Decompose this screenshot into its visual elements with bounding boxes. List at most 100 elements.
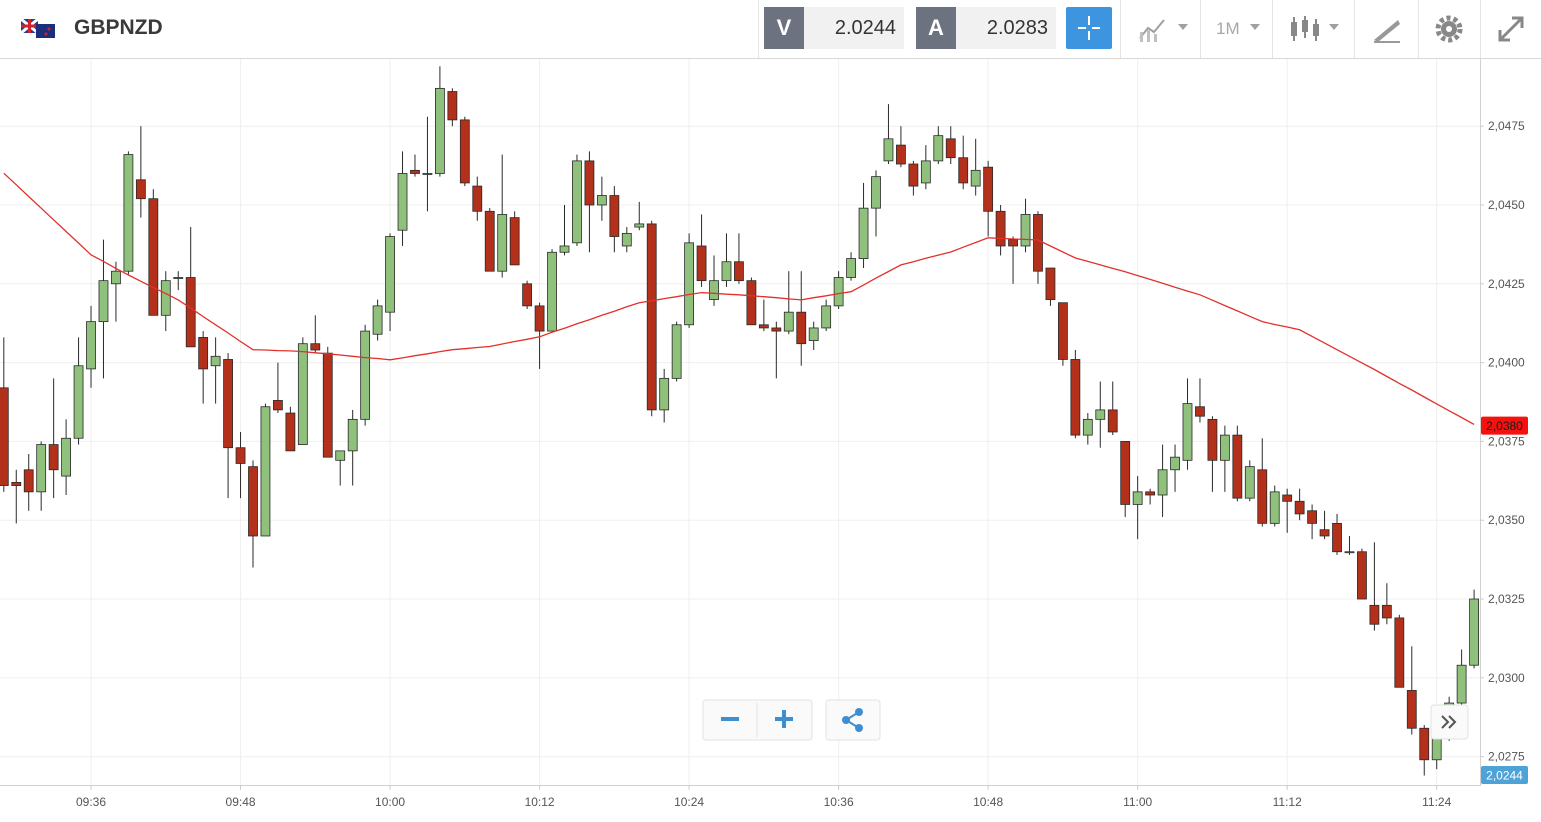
flag-cross bbox=[21, 19, 38, 33]
candle-body bbox=[945, 138, 956, 159]
fullscreen-button[interactable] bbox=[1494, 12, 1528, 46]
chart-type-button[interactable] bbox=[1130, 12, 1200, 46]
x-tick-label: 10:12 bbox=[525, 795, 555, 809]
caret bbox=[1329, 24, 1339, 30]
ask-price[interactable]: 2.0283 bbox=[956, 7, 1056, 49]
candle-body bbox=[198, 336, 209, 370]
candle-body bbox=[721, 261, 732, 282]
icon bbox=[1304, 16, 1306, 38]
x-tick-label: 10:24 bbox=[674, 795, 704, 809]
bid-label[interactable]: V bbox=[764, 7, 804, 49]
candle-body bbox=[1357, 551, 1367, 600]
candle-body bbox=[709, 280, 719, 300]
candle-body bbox=[522, 283, 533, 307]
y-tick-label: 2,0450 bbox=[1488, 198, 1525, 212]
x-tick-label: 10:36 bbox=[824, 795, 854, 809]
x-tick-label: 11:00 bbox=[1123, 795, 1152, 809]
settings-button[interactable] bbox=[1432, 12, 1466, 46]
x-tick-label: 11:12 bbox=[1273, 795, 1302, 809]
candle-body bbox=[1319, 529, 1330, 537]
ma-price-label-box bbox=[1481, 416, 1528, 435]
candle-body bbox=[596, 195, 607, 206]
candle-body bbox=[572, 160, 582, 244]
icon bbox=[1374, 20, 1400, 42]
candle-body bbox=[933, 135, 944, 162]
candle-body bbox=[1182, 403, 1193, 461]
scroll-box bbox=[1430, 704, 1469, 740]
candle-body bbox=[621, 232, 632, 247]
scroll-right-button[interactable] bbox=[1430, 704, 1469, 740]
candle-body bbox=[210, 355, 221, 367]
candle-body bbox=[1456, 664, 1467, 704]
icon bbox=[1315, 19, 1317, 41]
crosshair-button[interactable] bbox=[1066, 7, 1112, 49]
divider bbox=[1272, 0, 1273, 58]
candle-body bbox=[459, 119, 470, 184]
candle-body bbox=[36, 444, 47, 493]
icon bbox=[1154, 34, 1157, 42]
share-box bbox=[825, 699, 881, 741]
candle-body bbox=[48, 444, 59, 471]
zoom-out-button[interactable] bbox=[721, 717, 739, 721]
zoom-in-button[interactable] bbox=[775, 710, 793, 728]
divider bbox=[1200, 0, 1201, 58]
candle-body bbox=[285, 412, 296, 452]
x-axis-line bbox=[0, 785, 1480, 786]
draw-button[interactable] bbox=[1370, 12, 1404, 46]
candle-body bbox=[310, 343, 321, 351]
icon bbox=[1498, 16, 1524, 42]
candle-body bbox=[1469, 598, 1479, 666]
y-tick-label: 2,0275 bbox=[1488, 750, 1525, 764]
plus-icon bbox=[782, 710, 786, 728]
candle-body bbox=[322, 352, 333, 458]
ask-label[interactable]: A bbox=[916, 7, 956, 49]
caret bbox=[1178, 24, 1188, 30]
share-button[interactable] bbox=[825, 699, 881, 741]
candle-body bbox=[160, 280, 171, 316]
candle-body bbox=[871, 176, 881, 209]
candle-body bbox=[1232, 434, 1243, 499]
flag-icon bbox=[21, 19, 55, 38]
candle-body bbox=[248, 466, 258, 537]
candle-body bbox=[858, 207, 869, 259]
candle-body bbox=[185, 277, 196, 348]
candle-body bbox=[983, 166, 994, 212]
bid-price[interactable]: 2.0244 bbox=[804, 7, 904, 49]
candle-body bbox=[235, 447, 246, 464]
current-price-label-box bbox=[1481, 766, 1528, 784]
candle-body bbox=[385, 236, 395, 313]
candle-body bbox=[260, 406, 271, 537]
candle-body bbox=[1419, 727, 1430, 761]
icon bbox=[1139, 19, 1165, 39]
candle-body bbox=[135, 179, 146, 200]
candle-body bbox=[1431, 737, 1442, 761]
current-price-label: 2,0244 bbox=[1486, 769, 1523, 783]
candle-body bbox=[821, 305, 832, 329]
candle-body bbox=[1145, 491, 1156, 496]
x-tick-label: 10:00 bbox=[375, 795, 405, 809]
candle-body bbox=[547, 251, 557, 332]
toolbar: GBPNZD V 2.0244 A 2.0283 1M bbox=[0, 0, 1541, 59]
timeframe[interactable]: 1M bbox=[1216, 19, 1240, 38]
candle-body bbox=[684, 242, 694, 326]
y-tick-label: 2,0350 bbox=[1488, 513, 1525, 527]
gear bbox=[1435, 15, 1463, 43]
y-tick-label: 2,0400 bbox=[1488, 356, 1525, 370]
candle-body bbox=[1132, 491, 1143, 505]
candle-body bbox=[273, 400, 283, 411]
candle-body bbox=[883, 138, 894, 162]
candle-style-button[interactable] bbox=[1285, 12, 1345, 46]
divider bbox=[1418, 0, 1419, 58]
candle-body bbox=[372, 305, 383, 335]
x-tick-label: 09:36 bbox=[76, 795, 106, 809]
chevrons-icon bbox=[1441, 715, 1457, 729]
candle-body bbox=[1033, 214, 1043, 272]
candle-body bbox=[1332, 522, 1342, 553]
flag-star bbox=[44, 32, 48, 36]
divider bbox=[1120, 0, 1121, 58]
candle-body bbox=[0, 387, 9, 486]
candle-body bbox=[696, 245, 707, 282]
candle-body bbox=[758, 324, 769, 329]
candle-body bbox=[1008, 239, 1018, 247]
candle-body bbox=[347, 418, 358, 452]
